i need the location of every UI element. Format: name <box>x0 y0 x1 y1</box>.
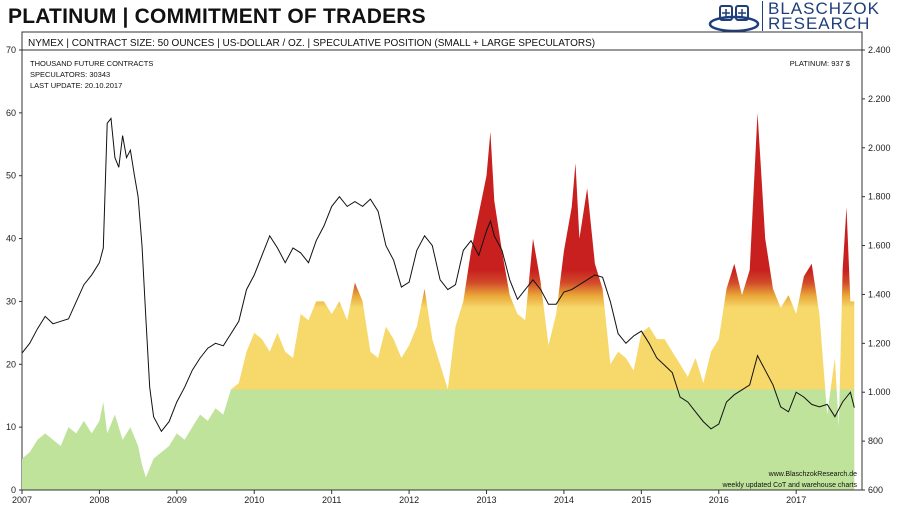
x-tick-label: 2007 <box>12 495 32 505</box>
y2-tick-label: 2.400 <box>868 45 891 55</box>
logo-line-1: BLASCHZOK <box>768 0 880 18</box>
x-tick-label: 2011 <box>322 495 341 505</box>
y2-tick-label: 600 <box>868 485 883 495</box>
x-tick-label: 2008 <box>89 495 109 505</box>
y-tick-label: 30 <box>6 296 16 306</box>
logo-wordmark: BLASCHZOK RESEARCH <box>762 0 880 33</box>
note-last-update: LAST UPDATE: 20.10.2017 <box>30 81 122 90</box>
x-tick-label: 2012 <box>399 495 419 505</box>
logo-line-2: RESEARCH <box>768 14 871 33</box>
y2-tick-label: 1.400 <box>868 289 891 299</box>
page-title: PLATINUM | COMMITMENT OF TRADERS <box>8 5 426 28</box>
y2-tick-label: 2.000 <box>868 143 891 153</box>
speculators-area <box>22 112 855 491</box>
y2-tick-label: 1.200 <box>868 338 891 348</box>
y2-tick-label: 1.800 <box>868 192 891 202</box>
y2-tick-label: 2.200 <box>868 94 891 104</box>
y-tick-label: 60 <box>6 108 16 118</box>
footer-url: www.BlaschzokResearch.de <box>768 471 857 478</box>
y-tick-label: 40 <box>6 234 16 244</box>
y2-tick-label: 800 <box>868 436 883 446</box>
logo-emblem-icon <box>708 5 760 33</box>
x-tick-label: 2015 <box>631 495 651 505</box>
header-info: NYMEX | CONTRACT SIZE: 50 OUNCES | US-DO… <box>28 38 595 49</box>
brand-logo: BLASCHZOK RESEARCH <box>708 0 900 34</box>
x-tick-label: 2013 <box>477 495 497 505</box>
y-tick-label: 50 <box>6 171 16 181</box>
y-tick-label: 20 <box>6 359 16 369</box>
price-label: PLATINUM: 937 $ <box>790 59 851 68</box>
price-line <box>21 117 855 433</box>
note-speculators: SPECULATORS: 30343 <box>30 70 110 79</box>
chart-axes: 0 10 20 30 40 50 60 70 600 800 1.000 1.200 1.400 1.60… <box>6 45 891 505</box>
x-tick-label: 2010 <box>244 495 264 505</box>
footer-tagline: weekly updated CoT and warehouse charts <box>721 482 857 489</box>
y2-tick-label: 1.600 <box>868 241 891 251</box>
note-contracts: THOUSAND FUTURE CONTRACTS <box>30 59 153 68</box>
y-tick-label: 10 <box>6 422 16 432</box>
speculative-position-area <box>22 112 855 491</box>
x-tick-label: 2016 <box>709 495 729 505</box>
y2-tick-label: 1.000 <box>868 387 891 397</box>
y-tick-label: 70 <box>6 45 16 55</box>
y-tick-label: 0 <box>11 485 16 495</box>
platinum-price-line <box>21 117 855 433</box>
x-tick-label: 2009 <box>167 495 187 505</box>
x-tick-label: 2014 <box>554 495 574 505</box>
x-tick-label: 2017 <box>786 495 806 505</box>
